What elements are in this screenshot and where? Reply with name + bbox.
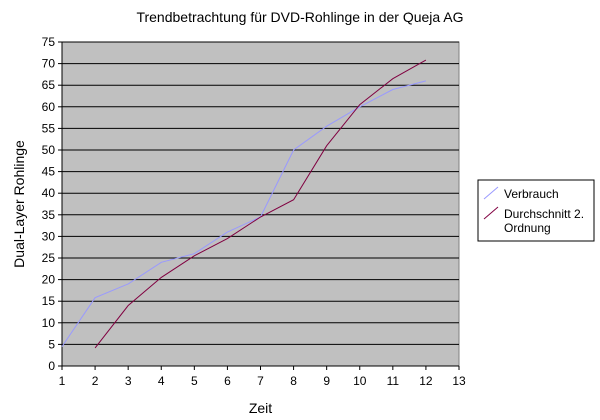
x-tick-label: 5 bbox=[191, 374, 198, 388]
grid-lines bbox=[62, 41, 459, 345]
series-line-2 bbox=[94, 59, 427, 349]
series-line-1 bbox=[61, 80, 427, 347]
y-axis-title: Dual-Layer Rohlinge bbox=[11, 140, 27, 268]
x-tick-label: 2 bbox=[92, 374, 99, 388]
x-axis-title: Zeit bbox=[249, 400, 272, 416]
y-tick-label: 5 bbox=[48, 337, 55, 351]
y-tick-label: 45 bbox=[42, 165, 56, 179]
y-tick-label: 15 bbox=[42, 294, 56, 308]
y-tick-label: 30 bbox=[42, 229, 56, 243]
y-tick-label: 10 bbox=[42, 316, 56, 330]
y-tick-label: 20 bbox=[42, 273, 56, 287]
x-tick-label: 10 bbox=[353, 374, 367, 388]
legend-swatch-2 bbox=[483, 206, 499, 220]
x-tick-label: 13 bbox=[452, 374, 466, 388]
y-tick-label: 50 bbox=[42, 143, 56, 157]
legend-label-1: Verbrauch bbox=[504, 187, 559, 201]
y-tick-label: 55 bbox=[42, 121, 56, 135]
x-tick-label: 4 bbox=[158, 374, 165, 388]
y-tick-label: 25 bbox=[42, 251, 56, 265]
legend: Verbrauch Durchschnitt 2. Ordnung bbox=[477, 179, 595, 242]
plot-area bbox=[61, 41, 460, 367]
y-tick-label: 0 bbox=[48, 359, 55, 373]
legend-label-2: Durchschnitt 2. Ordnung bbox=[504, 207, 584, 235]
x-tick-label: 7 bbox=[257, 374, 264, 388]
y-tick-label: 65 bbox=[42, 78, 56, 92]
x-tick-label: 6 bbox=[224, 374, 231, 388]
y-tick-label: 40 bbox=[42, 186, 56, 200]
legend-box bbox=[477, 179, 595, 242]
y-tick-label: 75 bbox=[42, 35, 56, 49]
x-tick-label: 1 bbox=[59, 374, 66, 388]
x-tick-label: 12 bbox=[419, 374, 433, 388]
legend-items: Verbrauch Durchschnitt 2. Ordnung bbox=[483, 186, 584, 235]
legend-swatch-1 bbox=[483, 186, 499, 200]
x-tick-label: 11 bbox=[387, 374, 400, 388]
y-tick-label: 70 bbox=[42, 57, 56, 71]
x-tick-label: 8 bbox=[290, 374, 297, 388]
series-lines bbox=[61, 59, 427, 349]
x-tick-label: 9 bbox=[323, 374, 330, 388]
chart-title: Trendbetrachtung für DVD-Rohlinge in der… bbox=[136, 9, 463, 25]
axes bbox=[58, 41, 460, 370]
y-tick-label: 60 bbox=[42, 100, 56, 114]
x-tick-label: 3 bbox=[125, 374, 132, 388]
y-tick-label: 35 bbox=[42, 208, 56, 222]
